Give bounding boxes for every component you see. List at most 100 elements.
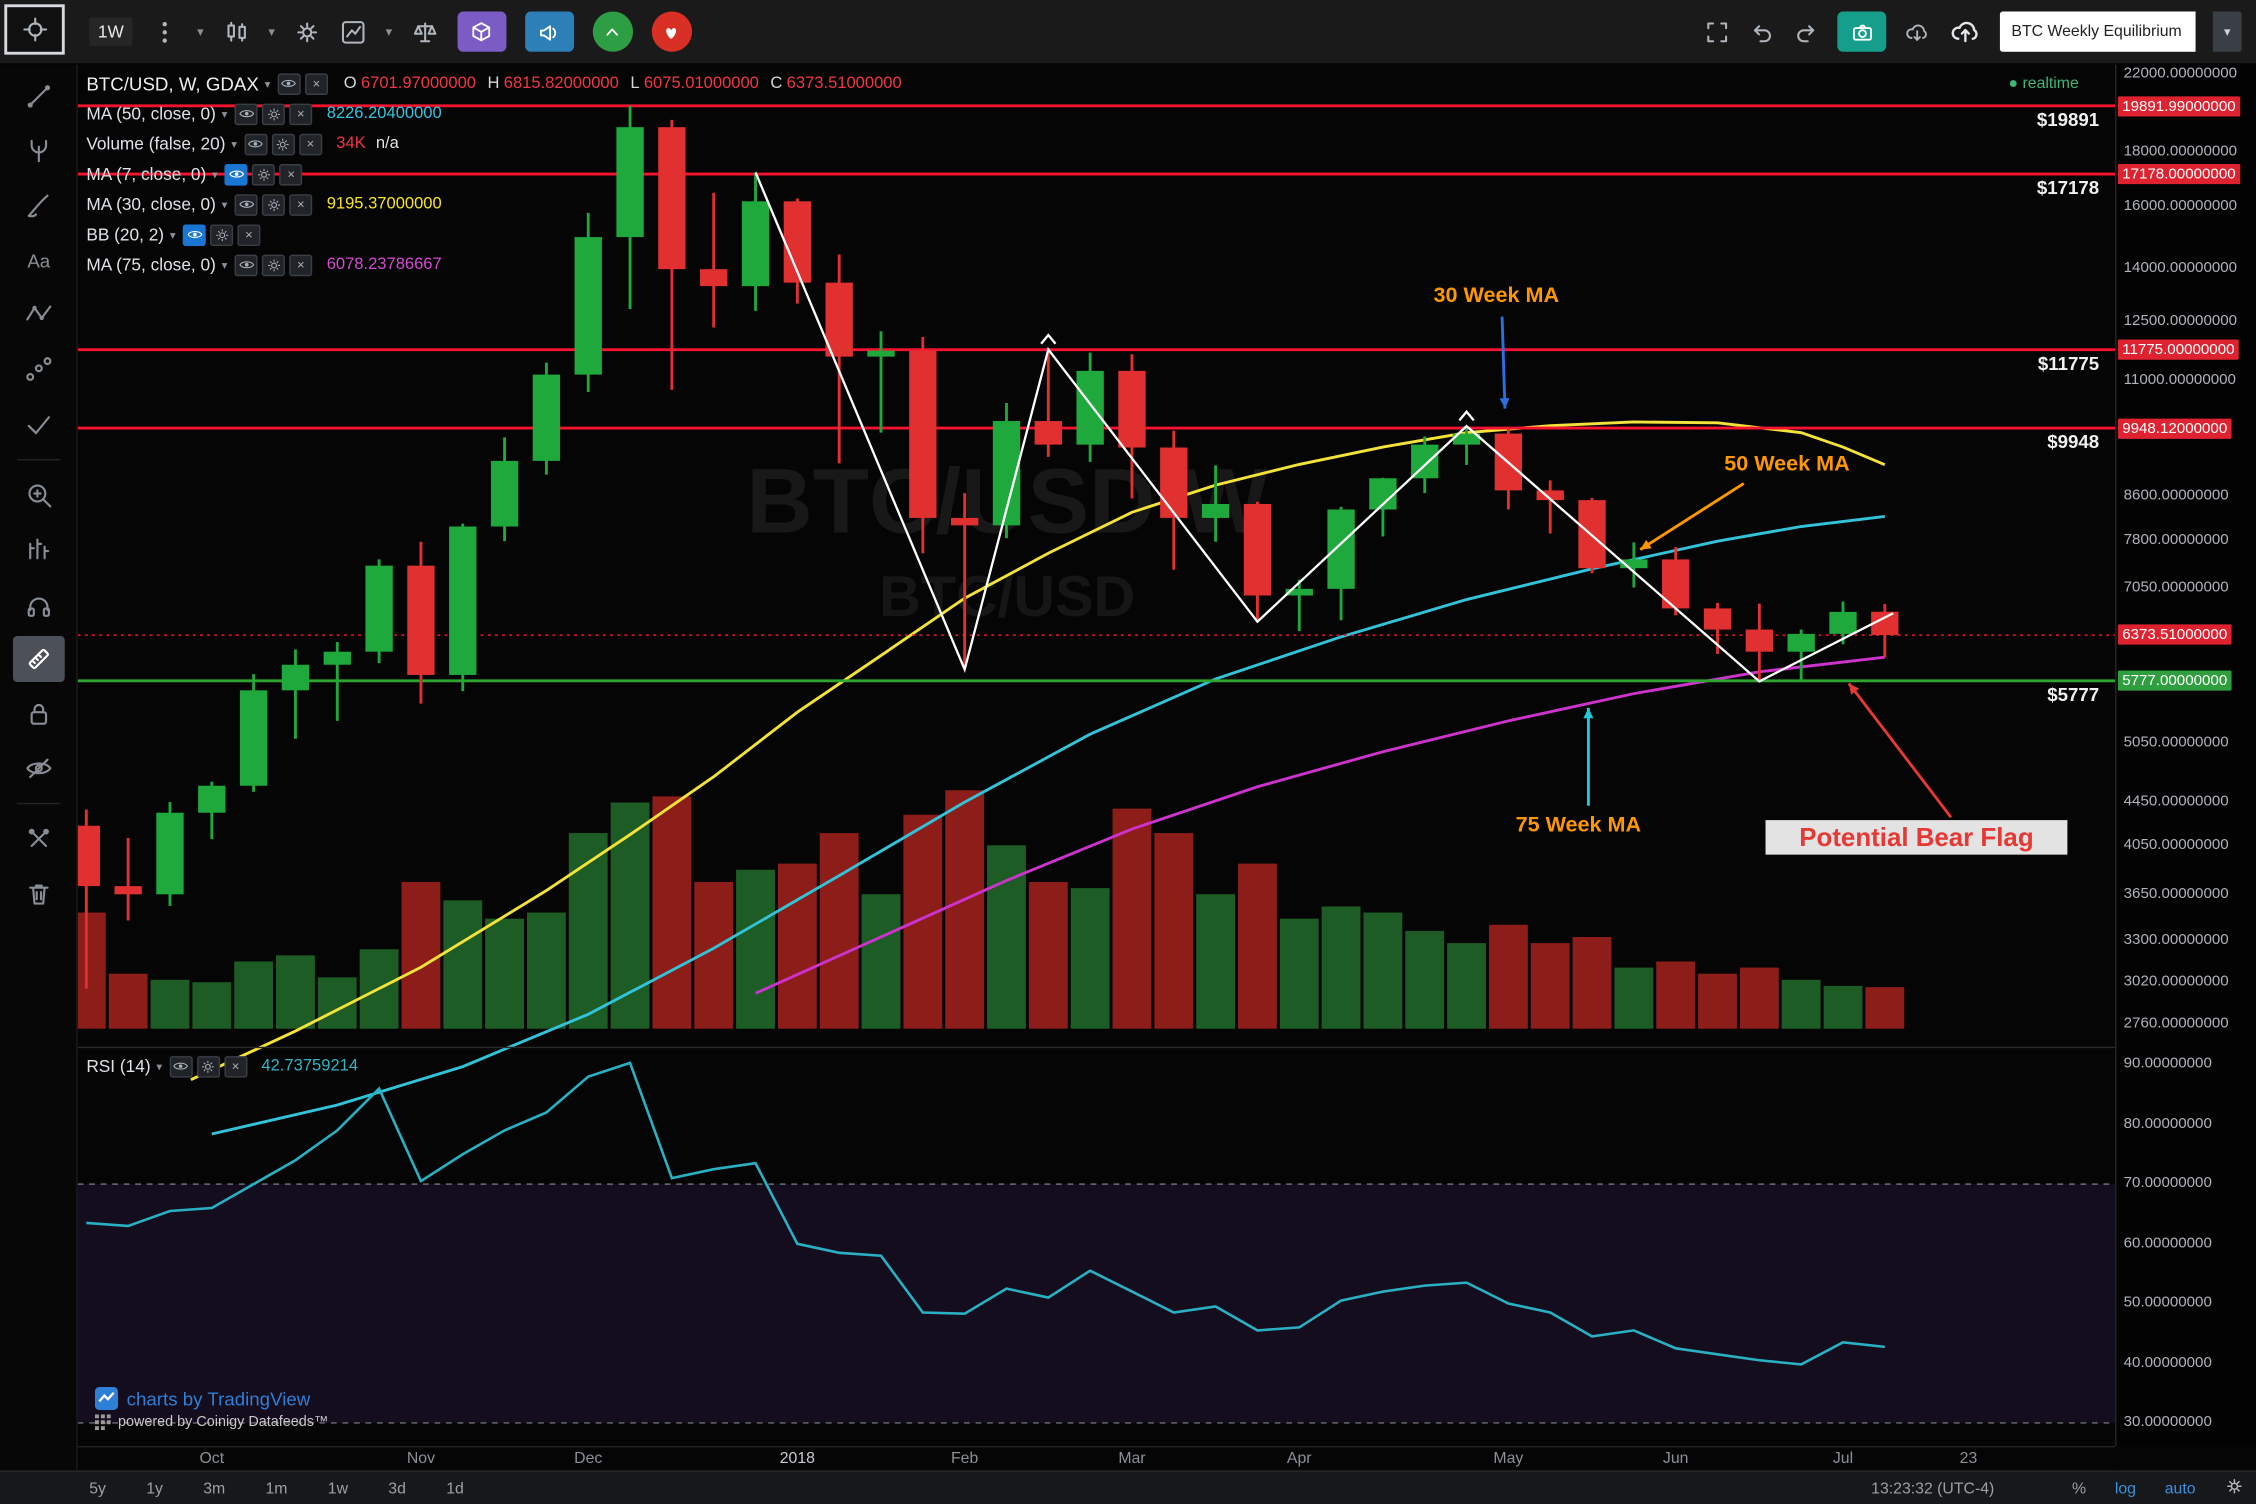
range-button-1w[interactable]: 1w bbox=[327, 1479, 349, 1498]
time-axis[interactable]: Oct Nov Dec 2018 Feb Mar Apr May Jun Jul 23 bbox=[77, 1445, 2116, 1472]
annotation-arrow[interactable] bbox=[1500, 316, 1507, 409]
chevron-down-icon[interactable]: ▾ bbox=[221, 258, 228, 272]
range-button-1m[interactable]: 1m bbox=[265, 1479, 288, 1498]
gear-icon[interactable] bbox=[210, 223, 234, 246]
indicator-label[interactable]: MA (30, close, 0) bbox=[86, 194, 216, 215]
indicator-label[interactable]: BB (20, 2) bbox=[86, 224, 165, 245]
indicators-button[interactable] bbox=[340, 18, 367, 45]
gear-icon[interactable] bbox=[252, 163, 276, 185]
symbol-title[interactable]: BTC/USD, W, GDAX bbox=[86, 72, 259, 95]
eye-icon[interactable] bbox=[182, 223, 206, 246]
bar-pattern-tool[interactable] bbox=[9, 522, 67, 577]
indicator-label[interactable]: MA (7, close, 0) bbox=[86, 164, 207, 185]
chevron-down-icon[interactable]: ▾ bbox=[231, 137, 238, 151]
chart-type-button[interactable] bbox=[222, 18, 249, 45]
range-button-5y[interactable]: 5y bbox=[89, 1479, 106, 1498]
eye-icon[interactable] bbox=[234, 193, 258, 216]
chevron-down-icon[interactable]: ▾ bbox=[264, 76, 271, 90]
gear-icon[interactable] bbox=[261, 102, 285, 125]
range-button-1d[interactable]: 1d bbox=[446, 1479, 464, 1498]
annotation-arrow[interactable] bbox=[1639, 482, 1745, 551]
zoom-tool[interactable] bbox=[9, 468, 67, 523]
lock-tool[interactable] bbox=[9, 686, 67, 741]
annotation-arrow[interactable] bbox=[1847, 682, 1953, 819]
measure-ruler-tool[interactable] bbox=[12, 635, 65, 682]
redo-button[interactable] bbox=[1793, 18, 1820, 45]
pattern-tool[interactable] bbox=[9, 288, 67, 343]
percent-scale-button[interactable]: % bbox=[2072, 1479, 2087, 1498]
annotation-text[interactable]: 75 Week MA bbox=[1516, 812, 1642, 837]
chevron-down-icon[interactable]: ▾ bbox=[221, 197, 228, 211]
range-button-3d[interactable]: 3d bbox=[388, 1479, 406, 1498]
annotation-text[interactable]: Potential Bear Flag bbox=[1799, 824, 2033, 852]
gear-icon[interactable] bbox=[271, 133, 295, 155]
gear-icon[interactable] bbox=[196, 1055, 220, 1077]
undo-button[interactable] bbox=[1748, 18, 1775, 45]
megaphone-button[interactable] bbox=[524, 11, 574, 52]
undo-icon bbox=[1753, 24, 1771, 42]
indicator-label[interactable]: MA (75, close, 0) bbox=[86, 254, 216, 275]
trend-zigzag[interactable] bbox=[754, 171, 1894, 683]
headset-tool[interactable] bbox=[9, 577, 67, 632]
settings-gear-button[interactable] bbox=[294, 18, 321, 45]
chevron-down-icon[interactable]: ▾ bbox=[268, 23, 275, 39]
eye-icon[interactable] bbox=[244, 133, 268, 155]
chevron-down-icon[interactable]: ▾ bbox=[169, 228, 176, 241]
cube-3d-button[interactable] bbox=[456, 11, 506, 52]
check-tool[interactable] bbox=[9, 397, 67, 452]
eye-icon[interactable] bbox=[225, 163, 249, 185]
axis-settings-button[interactable] bbox=[2224, 1476, 2244, 1500]
chevron-down-icon[interactable]: ▾ bbox=[212, 167, 218, 181]
close-icon[interactable]: × bbox=[289, 193, 313, 216]
cloud-download-button[interactable] bbox=[1904, 18, 1931, 45]
hide-drawings-tool[interactable] bbox=[9, 741, 67, 796]
gear-icon[interactable] bbox=[261, 193, 285, 216]
range-button-1y[interactable]: 1y bbox=[146, 1479, 163, 1498]
forecast-tool[interactable] bbox=[9, 342, 67, 397]
chevron-down-icon[interactable]: ▾ bbox=[385, 23, 393, 39]
layout-dropdown-button[interactable]: ▾ bbox=[2212, 11, 2242, 52]
eye-icon[interactable] bbox=[277, 72, 301, 95]
range-button-3m[interactable]: 3m bbox=[203, 1479, 226, 1498]
trash-tool[interactable] bbox=[9, 866, 67, 921]
close-icon[interactable]: × bbox=[289, 253, 313, 276]
layout-name-input[interactable] bbox=[1999, 11, 2196, 52]
favorite-button[interactable] bbox=[651, 11, 692, 52]
status-up-button[interactable] bbox=[592, 11, 633, 52]
eye-icon[interactable] bbox=[169, 1055, 193, 1077]
eye-icon[interactable] bbox=[234, 253, 258, 276]
snapshot-button[interactable] bbox=[1837, 11, 1887, 52]
pitchfork-tool[interactable] bbox=[9, 124, 67, 179]
indicator-label[interactable]: MA (50, close, 0) bbox=[86, 103, 216, 124]
fullscreen-button[interactable] bbox=[1704, 18, 1731, 45]
cloud-upload-button[interactable] bbox=[1948, 14, 1983, 49]
indicator-label[interactable]: Volume (false, 20) bbox=[86, 133, 226, 154]
close-icon[interactable]: × bbox=[279, 163, 303, 185]
close-icon[interactable]: × bbox=[224, 1055, 248, 1077]
price-chart[interactable]: BTC/USD WBTC/USD$19891$17178$11775$9948$… bbox=[77, 63, 2116, 1446]
chevron-down-icon[interactable]: ▾ bbox=[221, 107, 228, 121]
chevron-down-icon[interactable]: ▾ bbox=[156, 1059, 163, 1073]
chevron-down-icon[interactable]: ▾ bbox=[197, 23, 204, 39]
rsi-label[interactable]: RSI (14) bbox=[86, 1056, 151, 1077]
annotation-text[interactable]: 30 Week MA bbox=[1434, 282, 1560, 307]
timeframe-button[interactable]: 1W bbox=[89, 17, 133, 47]
price-axis[interactable]: 22000.00000000 19891.99000000 18000.000000… bbox=[2115, 63, 2256, 1446]
trendline-tool[interactable] bbox=[9, 69, 67, 124]
tradingview-link[interactable]: charts by TradingView bbox=[126, 1387, 311, 1410]
log-scale-button[interactable]: log bbox=[2114, 1479, 2136, 1498]
more-options-button[interactable] bbox=[151, 18, 178, 45]
compare-button[interactable] bbox=[411, 18, 438, 45]
eye-icon[interactable] bbox=[234, 102, 258, 125]
close-icon[interactable]: × bbox=[237, 223, 261, 246]
text-tool[interactable]: Aa bbox=[9, 233, 67, 288]
close-icon[interactable]: × bbox=[298, 133, 322, 155]
annotation-text[interactable]: 50 Week MA bbox=[1724, 450, 1850, 475]
tools-settings-tool[interactable] bbox=[9, 811, 67, 866]
gear-icon[interactable] bbox=[261, 253, 285, 276]
auto-scale-button[interactable]: auto bbox=[2164, 1479, 2196, 1498]
close-icon[interactable]: × bbox=[289, 102, 313, 125]
crosshair-tool-button[interactable] bbox=[4, 4, 65, 55]
close-icon[interactable]: × bbox=[304, 72, 328, 95]
brush-tool[interactable] bbox=[9, 178, 67, 233]
